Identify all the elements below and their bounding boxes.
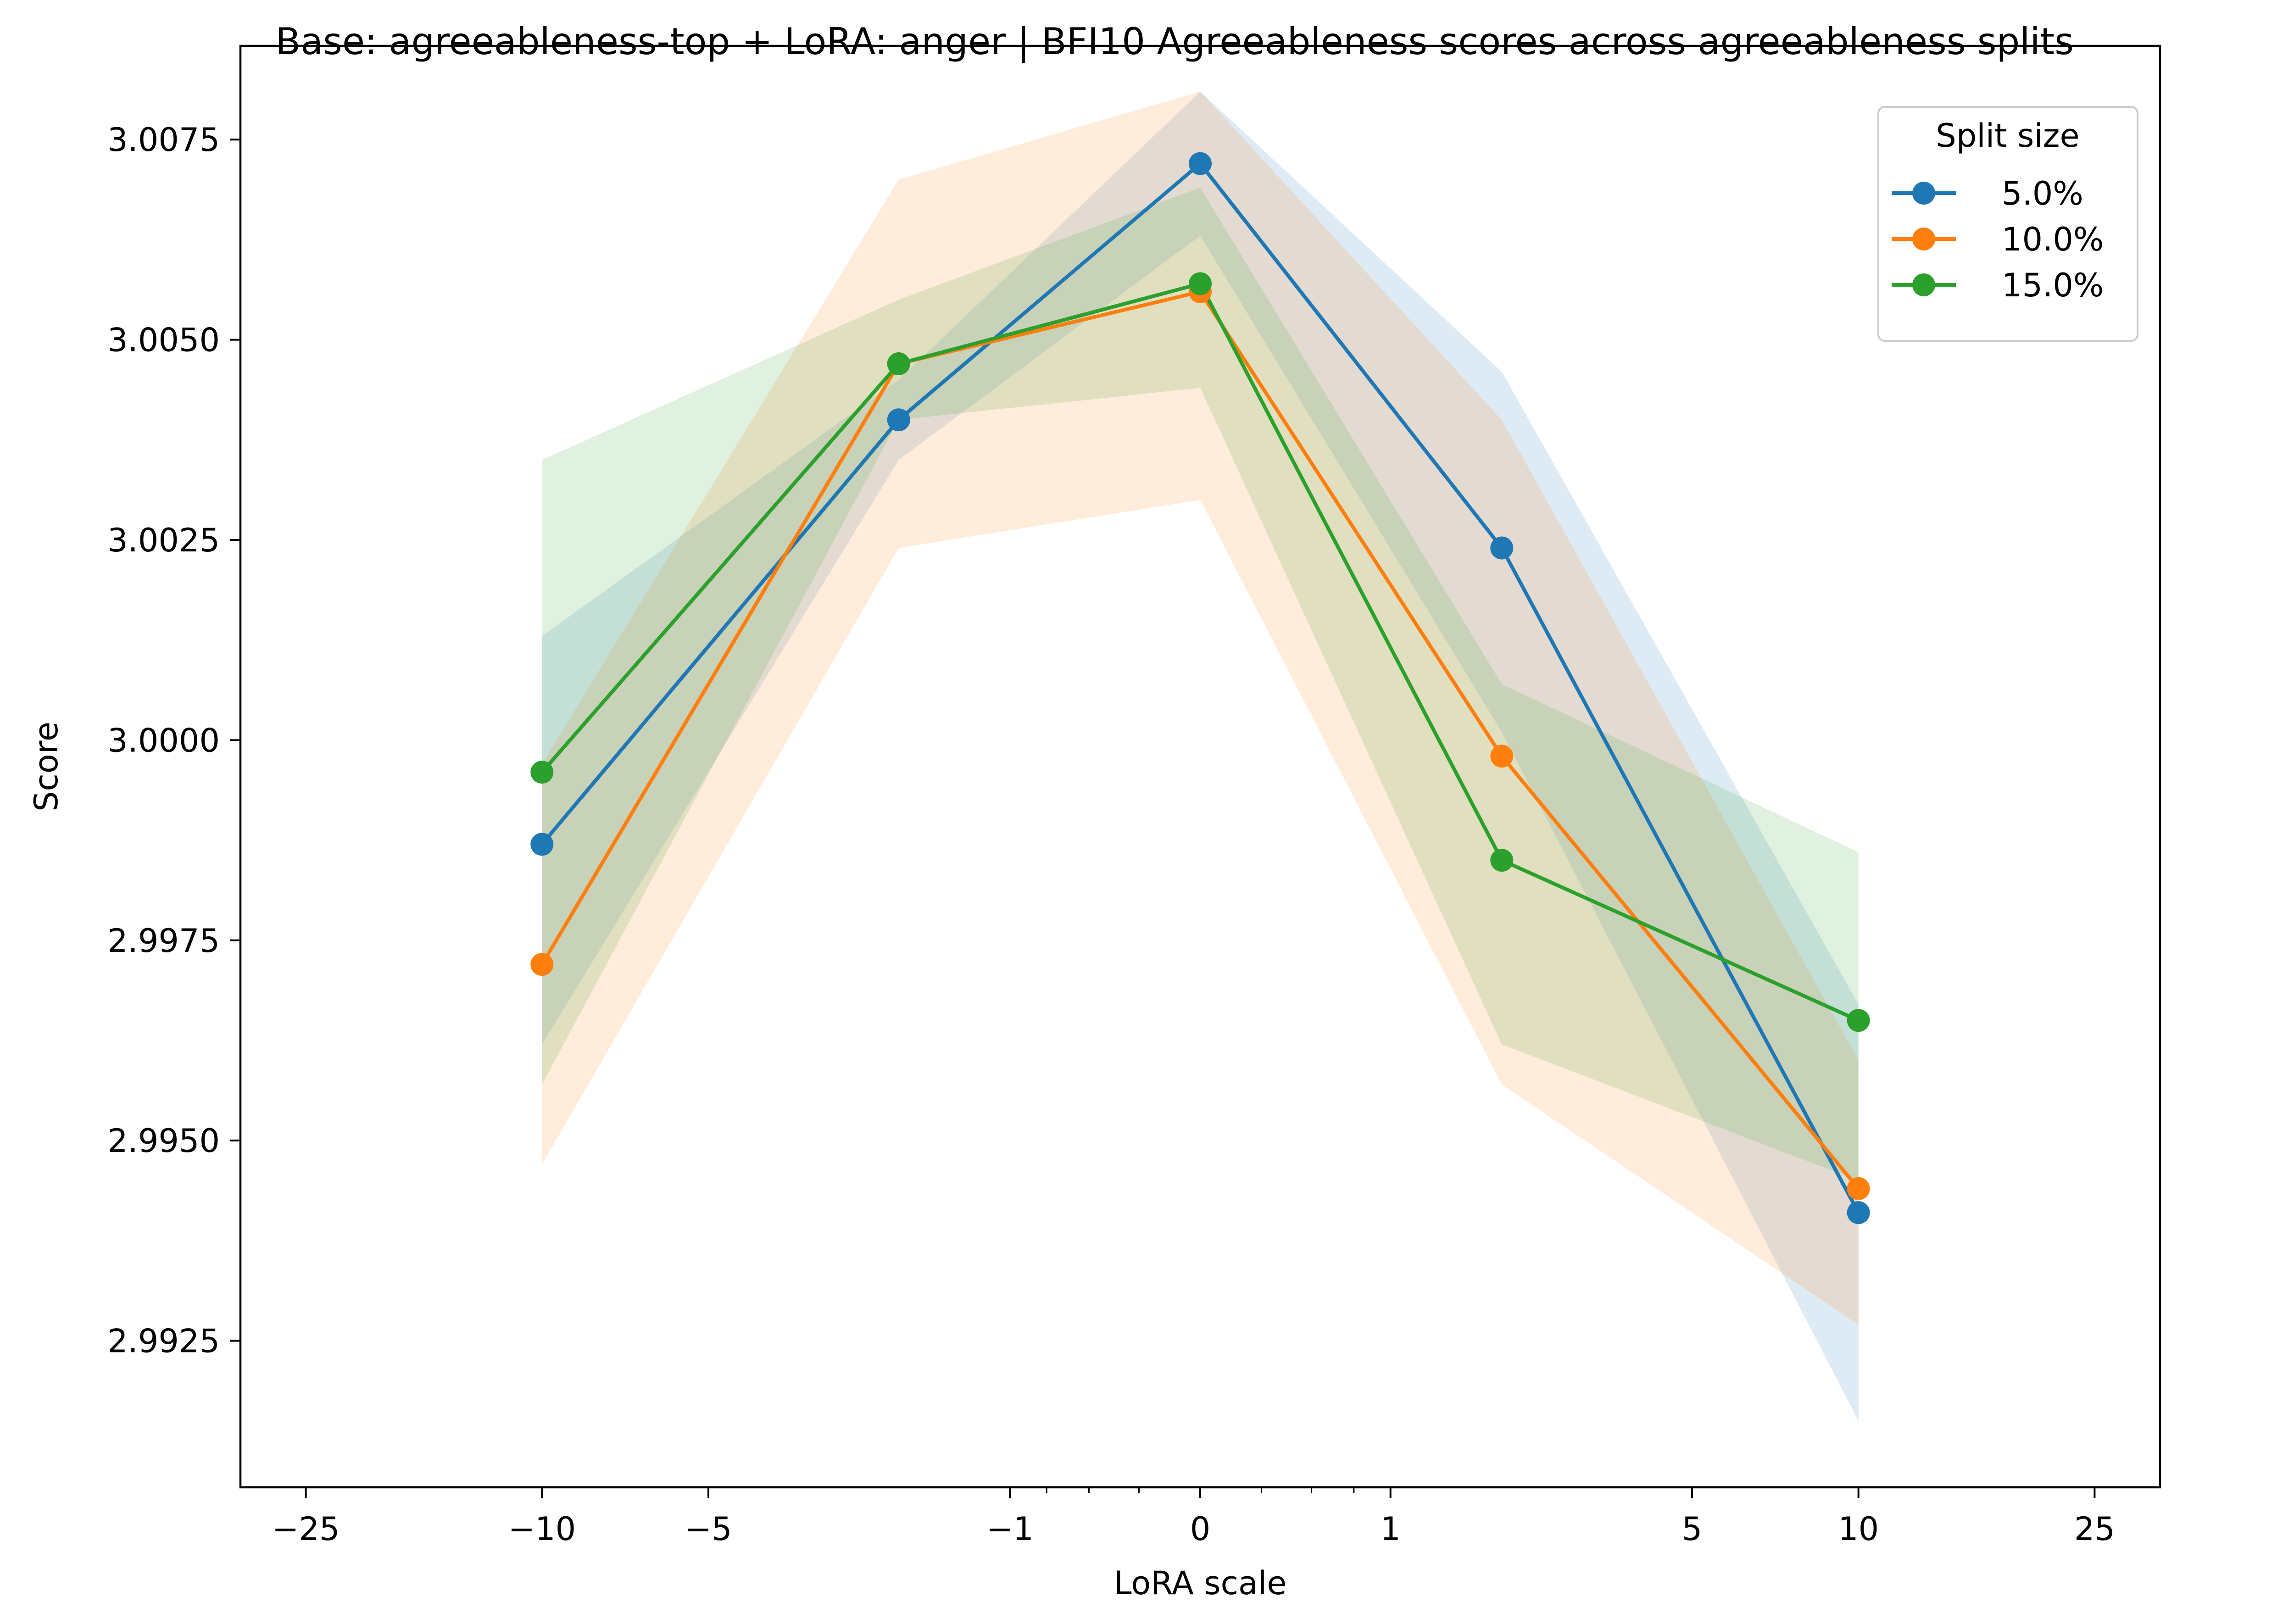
confidence-bands <box>542 91 1859 1421</box>
legend-label-series-1: 5.0% <box>2002 175 2083 212</box>
band-series-2 <box>542 91 1859 1325</box>
y-tick-label: 2.9950 <box>107 1122 220 1160</box>
data-point-series-3-4 <box>1490 849 1514 872</box>
x-tick-label: 5 <box>1682 1510 1703 1548</box>
x-tick-label: 25 <box>2074 1510 2115 1548</box>
data-point-series-2-5 <box>1847 1177 1870 1200</box>
data-point-series-3-2 <box>887 352 910 375</box>
legend-marker-series-1 <box>1912 182 1935 205</box>
legend-label-series-3: 15.0% <box>2002 267 2104 304</box>
legend-marker-series-3 <box>1912 273 1935 296</box>
y-axis-label: Score <box>28 722 65 812</box>
data-point-series-3-3 <box>1189 272 1212 295</box>
data-point-series-1-4 <box>1490 536 1514 560</box>
legend-marker-series-2 <box>1912 228 1935 250</box>
x-tick-label: −25 <box>272 1510 340 1548</box>
y-tick-label: 3.0000 <box>107 722 220 759</box>
x-tick-label: −1 <box>986 1510 1034 1548</box>
x-tick-label: 0 <box>1190 1510 1211 1548</box>
x-tick-label: 10 <box>1838 1510 1879 1548</box>
data-point-series-3-1 <box>530 761 554 784</box>
band-series-3 <box>542 188 1859 1181</box>
data-point-series-2-4 <box>1490 745 1514 768</box>
x-axis-label: LoRA scale <box>1114 1564 1287 1602</box>
chart-title: Base: agreeableness-top + LoRA: anger | … <box>275 20 2074 63</box>
data-point-series-1-2 <box>887 408 910 432</box>
legend-entries: 5.0% 10.0% 15.0% <box>1892 175 2104 304</box>
data-point-series-1-3 <box>1189 152 1212 175</box>
x-tick-label: 1 <box>1380 1510 1401 1548</box>
legend-title: Split size <box>1936 117 2079 155</box>
series-markers <box>530 152 1870 1224</box>
y-tick-label: 2.9925 <box>107 1323 220 1360</box>
y-tick-label: 3.0075 <box>107 121 220 159</box>
data-point-series-3-5 <box>1847 1009 1870 1032</box>
y-tick-label: 2.9975 <box>107 922 220 960</box>
x-axis-ticks: −25 −10 −5 −1 0 1 5 10 25 <box>272 1487 2115 1548</box>
y-tick-label: 3.0025 <box>107 522 220 559</box>
data-point-series-2-1 <box>530 953 554 976</box>
legend-label-series-2: 10.0% <box>2002 221 2104 258</box>
band-series-1 <box>542 91 1859 1421</box>
legend: Split size 5.0% 10.0% 15.0% <box>1877 106 2138 342</box>
y-tick-label: 3.0050 <box>107 322 220 359</box>
x-tick-label: −10 <box>508 1510 576 1548</box>
data-point-series-1-5 <box>1847 1201 1870 1224</box>
y-axis-ticks: 2.9925 2.9950 2.9975 3.0000 3.0025 3.0050 3.00… <box>107 121 240 1360</box>
x-tick-label: −5 <box>685 1510 732 1548</box>
legend-box <box>1877 106 2138 342</box>
data-point-series-1-1 <box>530 833 554 856</box>
